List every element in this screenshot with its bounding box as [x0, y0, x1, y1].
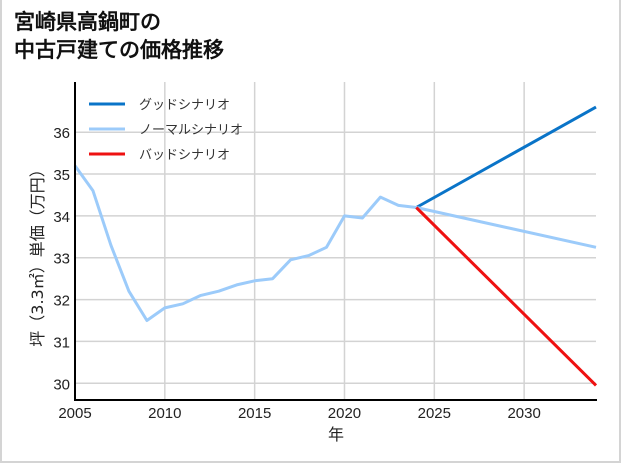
y-tick-label: 31: [53, 334, 70, 351]
series-line: [415, 206, 598, 387]
legend-label: バッドシナリオ: [139, 148, 230, 163]
x-tick-label: 2020: [328, 405, 361, 422]
chart-title-line2: 中古戸建ての価格推移: [14, 38, 224, 62]
grid-lines: [74, 82, 596, 400]
series-line: [73, 164, 597, 322]
x-tick-label: 2010: [148, 405, 181, 422]
chart-title-line1: 宮崎県高鍋町の: [14, 10, 161, 34]
y-tick-label: 34: [53, 209, 70, 226]
y-tick-label: 30: [53, 376, 70, 393]
x-tick-label: 2015: [238, 405, 271, 422]
y-axis-label: 坪（3.3㎡）単価（万円）: [28, 161, 47, 346]
x-tick-label: 2025: [418, 405, 451, 422]
legend-label: グッドシナリオ: [139, 98, 230, 113]
y-tick-label: 33: [53, 251, 70, 268]
x-tick-label: 2030: [507, 405, 540, 422]
y-tick-label: 35: [53, 167, 70, 184]
x-tick-labels: 2005 2010 2015 2020 2025 2030: [58, 405, 541, 422]
y-tick-label: 32: [53, 293, 70, 310]
y-tick-labels: 30 31 32 33 34 35 36: [53, 125, 70, 393]
chart-title: 宮崎県高鍋町の 中古戸建ての価格推移: [14, 8, 224, 64]
x-axis-label: 年: [328, 425, 344, 444]
x-tick-label: 2005: [58, 405, 91, 422]
legend-label: ノーマルシナリオ: [139, 123, 243, 138]
y-tick-label: 36: [53, 125, 70, 142]
series-lines: [73, 105, 598, 387]
series-line: [415, 105, 597, 209]
